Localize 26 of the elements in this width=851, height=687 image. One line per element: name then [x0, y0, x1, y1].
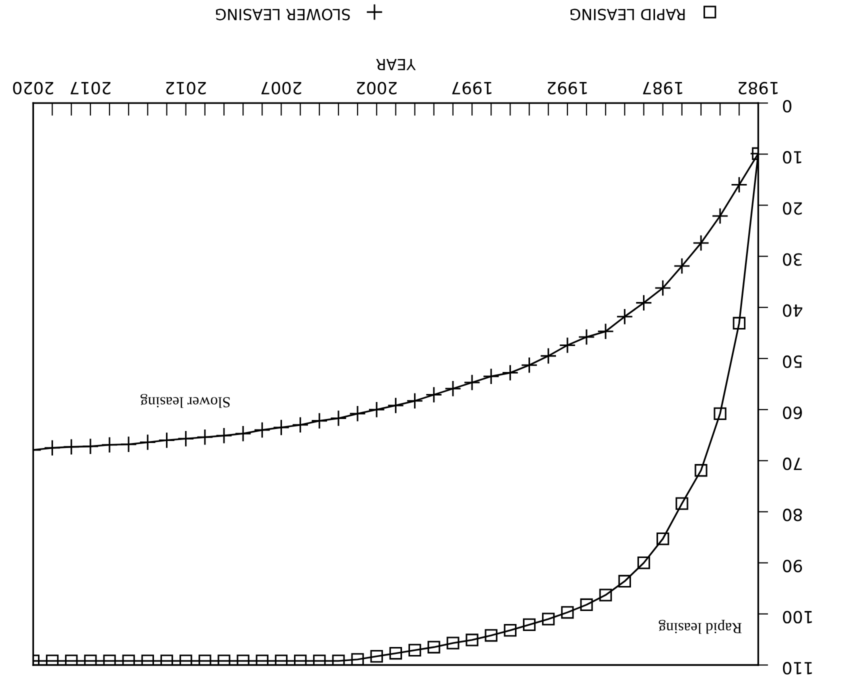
- legend-label: RAPID LEASING: [570, 8, 685, 20]
- legend-label: SLOWER LEASING: [216, 8, 350, 20]
- y-tick-label: 70: [782, 458, 802, 470]
- y-tick-label: 0: [782, 100, 792, 113]
- y-tick-label: 40: [782, 304, 802, 317]
- x-tick-label: 2002: [357, 82, 397, 94]
- annotation: Slower leasing: [140, 394, 230, 408]
- y-tick-label: 90: [782, 560, 802, 572]
- annotation: Rapid leasing: [658, 620, 742, 634]
- y-tick-label: 100: [782, 610, 812, 624]
- x-axis-title: YEAR: [376, 59, 416, 70]
- x-tick-label: 2012: [166, 82, 206, 94]
- x-tick-label: 2020: [13, 82, 54, 94]
- y-tick-label: 110: [782, 662, 812, 675]
- x-tick-label: 1982: [738, 82, 778, 94]
- y-tick-label: 30: [782, 253, 802, 266]
- y-tick-label: 80: [782, 508, 802, 522]
- x-tick-label: 1987: [643, 82, 682, 94]
- x-tick-label: 2007: [261, 82, 302, 94]
- x-tick-label: 1992: [548, 82, 587, 94]
- y-tick-label: 20: [782, 202, 802, 215]
- x-tick-label: 2017: [70, 82, 110, 94]
- y-tick-label: 10: [782, 151, 802, 164]
- y-tick-label: 60: [782, 406, 802, 420]
- x-tick-label: 1997: [452, 82, 492, 94]
- y-tick-label: 50: [782, 355, 802, 368]
